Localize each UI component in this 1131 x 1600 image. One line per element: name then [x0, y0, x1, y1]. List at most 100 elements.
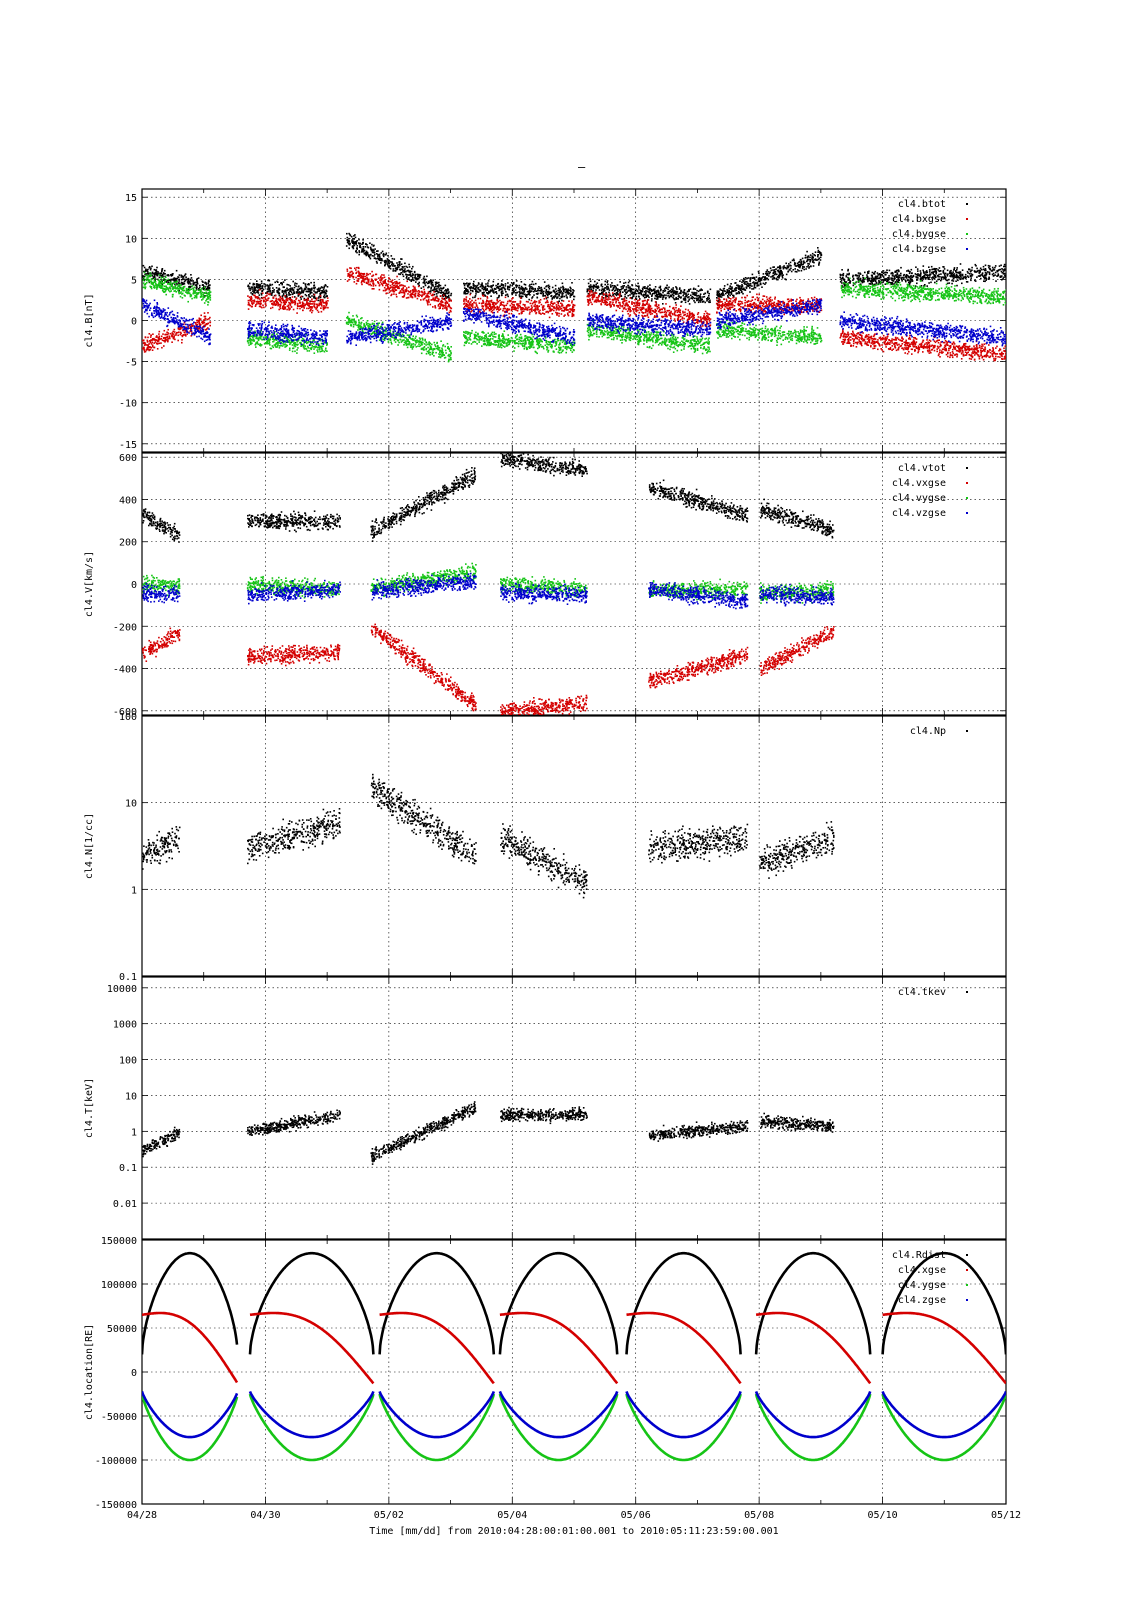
data-point	[399, 273, 402, 276]
data-point	[757, 270, 760, 273]
data-point	[603, 293, 606, 296]
data-point	[527, 301, 529, 303]
data-point	[313, 293, 316, 296]
data-point	[796, 264, 799, 267]
data-point	[184, 279, 187, 282]
data-point	[146, 341, 149, 343]
data-point	[260, 280, 263, 283]
data-point	[318, 289, 320, 291]
data-point	[639, 298, 641, 300]
data-point	[486, 306, 488, 308]
data-point	[486, 288, 488, 290]
data-point	[408, 274, 411, 276]
data-point	[409, 274, 412, 277]
data-point	[746, 284, 748, 287]
data-point	[294, 302, 297, 304]
data-point	[558, 294, 560, 297]
data-point	[494, 302, 496, 304]
data-point	[609, 284, 612, 286]
data-point	[323, 290, 326, 292]
data-point	[254, 296, 257, 298]
data-point	[904, 279, 907, 281]
data-point	[301, 304, 304, 306]
data-point	[353, 238, 355, 240]
data-point	[723, 294, 725, 296]
data-point	[956, 267, 958, 269]
data-point	[266, 292, 269, 295]
data-point	[546, 290, 549, 293]
data-point	[356, 245, 359, 247]
data-point	[484, 288, 486, 290]
data-point	[922, 269, 924, 272]
data-point	[863, 280, 865, 283]
data-point	[478, 310, 481, 313]
data-point	[531, 287, 534, 289]
data-point	[766, 277, 769, 280]
data-point	[886, 280, 889, 283]
data-point	[276, 290, 278, 292]
data-point	[545, 297, 548, 300]
data-point	[326, 297, 329, 299]
data-point	[434, 305, 436, 307]
data-point	[287, 306, 290, 308]
data-point	[1002, 273, 1005, 275]
data-point	[992, 268, 995, 270]
data-point	[286, 289, 289, 291]
data-point	[647, 285, 649, 288]
data-point	[772, 266, 774, 268]
data-point	[847, 269, 849, 272]
data-point	[667, 288, 669, 291]
data-point	[441, 300, 443, 303]
data-point	[502, 309, 504, 312]
data-point	[279, 306, 281, 308]
data-point	[174, 283, 176, 285]
data-point	[720, 293, 723, 296]
data-point	[673, 318, 676, 320]
data-point	[429, 303, 432, 306]
data-point	[753, 278, 756, 280]
data-point	[706, 290, 709, 293]
data-point	[186, 333, 188, 335]
data-point	[301, 305, 303, 308]
data-point	[486, 292, 488, 294]
data-point	[786, 265, 789, 267]
data-point	[557, 301, 560, 303]
data-point	[718, 300, 720, 302]
data-point	[535, 311, 538, 314]
data-point	[441, 304, 443, 307]
data-point	[474, 295, 477, 297]
data-point	[523, 289, 526, 292]
data-point	[769, 267, 772, 269]
data-point	[522, 288, 524, 291]
data-point	[555, 290, 558, 293]
data-point	[771, 275, 774, 277]
data-point	[283, 290, 285, 293]
data-point	[502, 304, 505, 307]
data-point	[952, 274, 954, 276]
data-point	[519, 305, 521, 308]
data-point	[792, 258, 795, 261]
data-point	[410, 275, 412, 278]
data-point	[277, 304, 279, 307]
data-point	[859, 279, 861, 282]
data-point	[659, 287, 661, 289]
data-point	[608, 296, 610, 299]
data-point	[903, 273, 905, 276]
data-point	[376, 262, 378, 264]
data-point	[878, 282, 880, 284]
data-point	[195, 326, 197, 329]
data-point	[773, 266, 775, 268]
data-point	[592, 289, 594, 292]
data-point	[644, 304, 646, 306]
data-point	[600, 289, 603, 292]
data-point	[946, 282, 949, 285]
data-point	[556, 313, 558, 315]
data-point	[281, 291, 284, 293]
data-point	[991, 266, 994, 269]
data-point	[392, 290, 394, 293]
data-point	[155, 339, 158, 342]
data-point	[194, 322, 197, 324]
data-point	[312, 287, 315, 289]
data-point	[762, 273, 765, 275]
data-point	[953, 276, 955, 278]
